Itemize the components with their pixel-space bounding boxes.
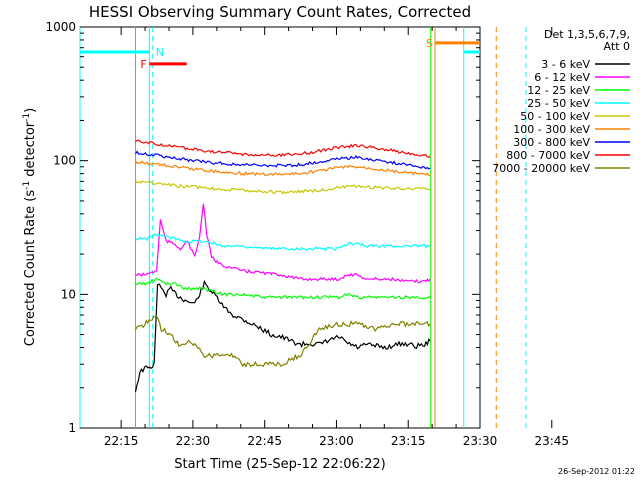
legend-label-1: 6 - 12 keV: [534, 71, 590, 84]
y-tick-label-2: 10: [61, 287, 76, 301]
flag-label-1: N: [156, 46, 164, 59]
y-axis-label-part2: detector: [23, 121, 38, 181]
x-axis-ticks: 22:15 22:30 22:45 23:00 23:15 23:30 23:45: [104, 27, 569, 448]
footer-date: 26-Sep-2012 01:22: [558, 467, 635, 476]
legend-label-0: 3 - 6 keV: [541, 58, 590, 71]
series-line-8: [134, 315, 431, 368]
legend-label-2: 12 - 25 keV: [527, 84, 590, 97]
y-axis-label-sup2: -1: [22, 113, 32, 122]
legend-label-5: 100 - 300 keV: [513, 123, 590, 136]
y-axis-label: Corrected Count Rate (s-1 detector-1): [22, 108, 38, 346]
y-tick-label-3: 1: [68, 421, 76, 435]
series-lines: [134, 139, 431, 393]
legend-title-line1: Det 1,3,5,6,7,9,: [544, 28, 630, 41]
series-line-6: [135, 150, 431, 170]
y-tick-label-1: 100: [53, 154, 76, 168]
x-tick-label-5: 23:30: [463, 434, 498, 448]
y-axis-label-part1: Corrected Count Rate (s: [23, 190, 38, 347]
y-axis-label-part3: ): [23, 108, 38, 113]
series-line-7: [135, 139, 431, 158]
x-tick-label-1: 22:30: [176, 434, 211, 448]
legend-label-4: 50 - 100 keV: [520, 110, 590, 123]
y-tick-label-0: 1000: [45, 20, 76, 34]
legend-label-7: 800 - 7000 keV: [506, 149, 590, 162]
legend-label-6: 300 - 800 keV: [513, 136, 590, 149]
x-tick-label-0: 22:15: [104, 434, 139, 448]
series-line-4: [135, 180, 431, 195]
legend-label-3: 25 - 50 keV: [527, 97, 590, 110]
plot-area: NFS 22:15 22:30 22:45 23:00 23:15 23:30 23:45 …: [45, 20, 569, 448]
vertical-markers: [79, 27, 527, 428]
series-line-2: [135, 277, 431, 300]
chart-title: HESSI Observing Summary Count Rates, Cor…: [89, 3, 471, 21]
flag-label-3: S: [426, 37, 433, 50]
legend-label-8: 7000 - 20000 keV: [492, 162, 590, 175]
series-line-0: [134, 279, 431, 393]
x-tick-label-6: 23:45: [534, 434, 569, 448]
flag-label-2: F: [140, 58, 146, 71]
plot-frame: [79, 26, 481, 429]
series-line-1: [135, 203, 431, 284]
y-axis-label-sup1: -1: [22, 181, 32, 190]
x-tick-label-3: 23:00: [319, 434, 354, 448]
x-axis-label: Start Time (25-Sep-12 22:06:22): [174, 457, 385, 472]
y-axis-ticks: 1000 100 10 1: [45, 20, 480, 435]
flag-bars: NF S: [80, 37, 480, 71]
x-tick-label-2: 22:45: [247, 434, 282, 448]
x-tick-label-4: 23:15: [391, 434, 426, 448]
series-line-5: [134, 160, 431, 177]
series-line-3: [135, 233, 431, 251]
legend-title-line2: Att 0: [604, 40, 630, 53]
